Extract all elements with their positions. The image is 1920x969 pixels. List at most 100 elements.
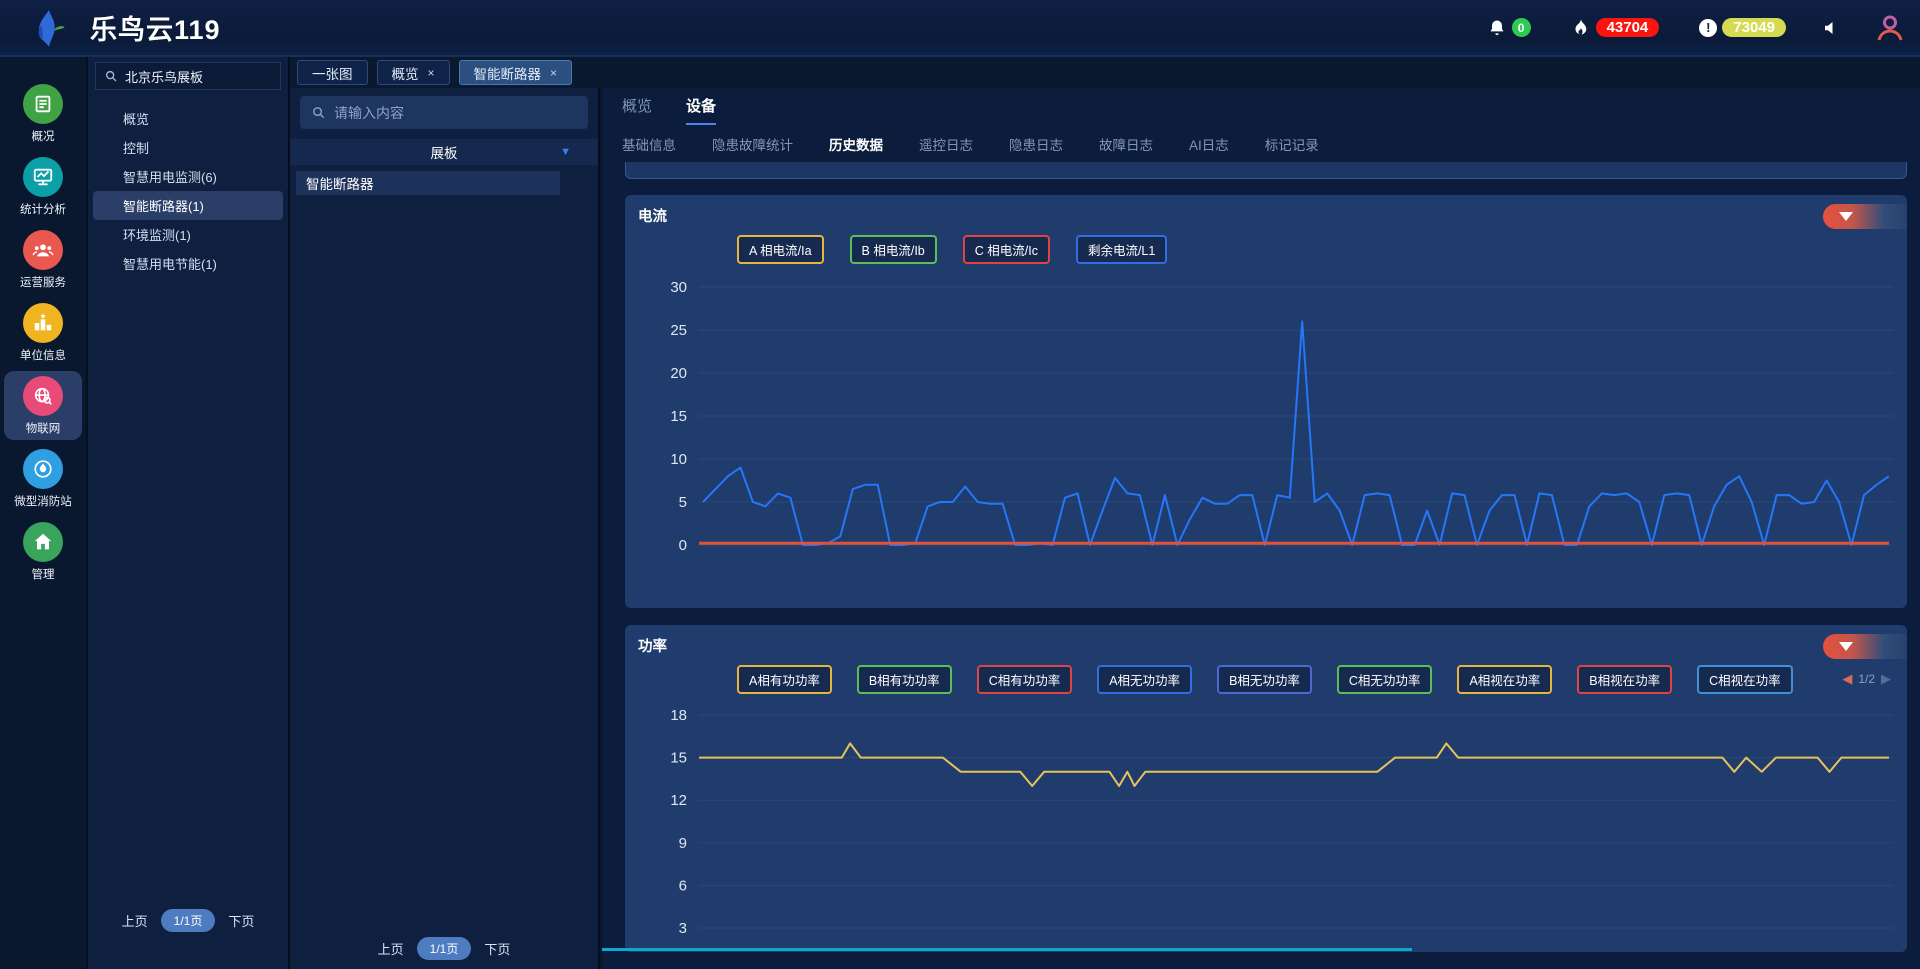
current-chart-panel: 电流 A 相电流/Ia B 相电流/Ib C 相电流/Ic 剩余电流/L1 0 5 10 1… <box>625 195 1907 608</box>
flame-icon <box>1575 19 1586 35</box>
svg-text:5: 5 <box>679 494 687 511</box>
horizontal-scrollbar[interactable] <box>602 948 1412 951</box>
device-type-item[interactable]: 概览 <box>123 112 150 127</box>
notification-bell-group[interactable]: 0 <box>1487 18 1531 38</box>
device-type-item[interactable]: 智慧用电监测(6) <box>123 170 217 185</box>
board-list-item[interactable]: 智能断路器 <box>296 171 560 195</box>
device-type-list: 概览控制智慧用电监测(6) 智能断路器(1) 环境监测(1) 智慧用电节能(1) <box>88 104 288 278</box>
board-list-panel: 展板 ▼ 智能断路器 上页 1/1页 下页 <box>290 88 600 969</box>
legend-button[interactable]: A 相电流/Ia <box>737 234 824 264</box>
legend-button[interactable]: B相无功功率 <box>1217 664 1312 694</box>
legend-prev-icon[interactable]: ◀ <box>1842 671 1853 686</box>
subtab[interactable]: 遥控日志 <box>919 138 973 153</box>
history-subtabs: 基础信息 隐患故障统计 历史数据 遥控日志 隐患日志 故障日志 AI日志 标记记录 <box>622 134 1319 154</box>
subtab[interactable]: 隐患故障统计 <box>712 138 793 153</box>
speaker-icon[interactable] <box>1822 19 1840 37</box>
legend-button[interactable]: C相视在功率 <box>1697 664 1793 694</box>
device-overview-tabs: 概览 设备 <box>622 95 717 125</box>
svg-text:0: 0 <box>679 537 687 554</box>
legend-button[interactable]: C 相电流/Ic <box>962 234 1050 264</box>
tab-inactive[interactable]: 概览 <box>622 98 653 115</box>
board-pager: 上页 1/1页 下页 <box>290 937 598 960</box>
subtab[interactable]: 隐患日志 <box>1009 138 1063 153</box>
sidebar-item-6[interactable]: 微型消防站 <box>4 444 82 513</box>
device-type-item[interactable]: 智能断路器(1) <box>93 191 283 220</box>
tree-search-input[interactable] <box>125 68 272 84</box>
svg-text:25: 25 <box>670 322 687 339</box>
sidebar-item-label: 微型消防站 <box>14 496 72 508</box>
main-content: 概览 设备 基础信息 隐患故障统计 历史数据 遥控日志 隐患日志 故障日志 AI日志 标记记录 … <box>602 88 1920 969</box>
close-icon[interactable]: × <box>427 65 435 80</box>
prev-page-button[interactable]: 上页 <box>121 914 148 929</box>
legend-button[interactable]: C相有功功率 <box>976 664 1073 694</box>
sidebar-item-2[interactable]: 统计分析 <box>4 152 82 221</box>
device-type-item[interactable]: 环境监测(1) <box>123 228 191 243</box>
collapse-panel-button[interactable] <box>1823 634 1907 659</box>
board-search-input[interactable] <box>334 104 577 121</box>
podium-icon <box>23 303 63 343</box>
workspace-tab[interactable]: 一张图 <box>297 60 368 85</box>
tree-pager: 上页 1/1页 下页 <box>88 909 288 932</box>
fire-station-icon <box>23 449 63 489</box>
app-title: 乐鸟云119 <box>90 15 221 45</box>
svg-text:12: 12 <box>670 792 687 809</box>
legend-next-icon[interactable]: ▶ <box>1881 671 1891 686</box>
svg-text:15: 15 <box>670 408 687 425</box>
alert-group[interactable]: ! 73049 <box>1699 18 1786 37</box>
legend-button[interactable]: B相有功功率 <box>856 664 952 694</box>
open-tabs-bar: 一张图 概览 × 智能断路器 × <box>290 57 1920 88</box>
subtab[interactable]: 故障日志 <box>1099 138 1153 153</box>
svg-text:30: 30 <box>670 279 687 296</box>
board-search-box[interactable] <box>300 96 588 129</box>
sidebar-item-5[interactable]: 物联网 <box>4 371 82 440</box>
sidebar-item-7[interactable]: 管理 <box>4 517 82 586</box>
sidebar-item-label: 物联网 <box>25 423 61 435</box>
workspace-tab[interactable]: 智能断路器 × <box>458 60 573 85</box>
alert-circle-icon: ! <box>1699 18 1718 37</box>
sidebar-item-label: 统计分析 <box>20 204 66 216</box>
fire-count-badge: 43704 <box>1595 18 1660 37</box>
next-page-button[interactable]: 下页 <box>228 914 255 929</box>
collapse-triangle-icon <box>1839 642 1853 651</box>
legend-button[interactable]: A相无功功率 <box>1097 664 1193 694</box>
sidebar-item-label: 管理 <box>31 569 55 581</box>
tree-search-box[interactable] <box>95 62 281 90</box>
legend-button[interactable]: B 相电流/Ib <box>849 234 937 264</box>
subtab[interactable]: AI日志 <box>1189 138 1229 153</box>
page-indicator: 1/1页 <box>160 909 216 932</box>
legend-button[interactable]: 剩余电流/L1 <box>1075 234 1168 264</box>
search-icon <box>313 107 325 119</box>
subtab[interactable]: 历史数据 <box>829 138 883 153</box>
device-type-item[interactable]: 智慧用电节能(1) <box>123 257 217 272</box>
sidebar-item-4[interactable]: 单位信息 <box>4 298 82 367</box>
chart-legend: A相有功功率 B相有功功率 C相有功功率 A相无功功率 B相无功功率 C相无功功率 A相视在… <box>737 664 1897 694</box>
next-page-button[interactable]: 下页 <box>484 942 511 957</box>
svg-text:15: 15 <box>670 750 687 767</box>
legend-button[interactable]: B相视在功率 <box>1577 664 1673 694</box>
board-group-header[interactable]: 展板 ▼ <box>290 139 598 165</box>
people-icon <box>23 230 63 270</box>
subtab[interactable]: 基础信息 <box>622 138 676 153</box>
chart-title: 电流 <box>638 209 667 225</box>
avatar-icon[interactable] <box>1874 12 1906 44</box>
fire-alarm-group[interactable]: 43704 <box>1571 18 1660 38</box>
collapse-panel-button[interactable] <box>1823 204 1907 229</box>
legend-button[interactable]: A相视在功率 <box>1457 664 1553 694</box>
globe-search-icon <box>23 376 63 416</box>
subtab[interactable]: 标记记录 <box>1264 138 1319 153</box>
close-icon[interactable]: × <box>550 65 558 80</box>
prev-page-button[interactable]: 上页 <box>377 942 404 957</box>
sidebar-item-3[interactable]: 运营服务 <box>4 225 82 294</box>
tab-active[interactable]: 设备 <box>686 95 717 125</box>
legend-button[interactable]: C相无功功率 <box>1336 664 1433 694</box>
device-type-item[interactable]: 控制 <box>123 141 150 156</box>
current-chart-canvas: 0 5 10 15 20 25 30 <box>670 279 1893 554</box>
sidebar-item-1[interactable]: 概况 <box>4 79 82 148</box>
document-icon <box>23 84 63 124</box>
app-header: 乐鸟云119 0 43704 ! 73049 <box>0 0 1920 57</box>
svg-text:9: 9 <box>679 835 687 852</box>
home-icon <box>23 522 63 562</box>
legend-button[interactable]: A相有功功率 <box>737 664 832 694</box>
workspace-tab[interactable]: 概览 × <box>376 60 450 85</box>
